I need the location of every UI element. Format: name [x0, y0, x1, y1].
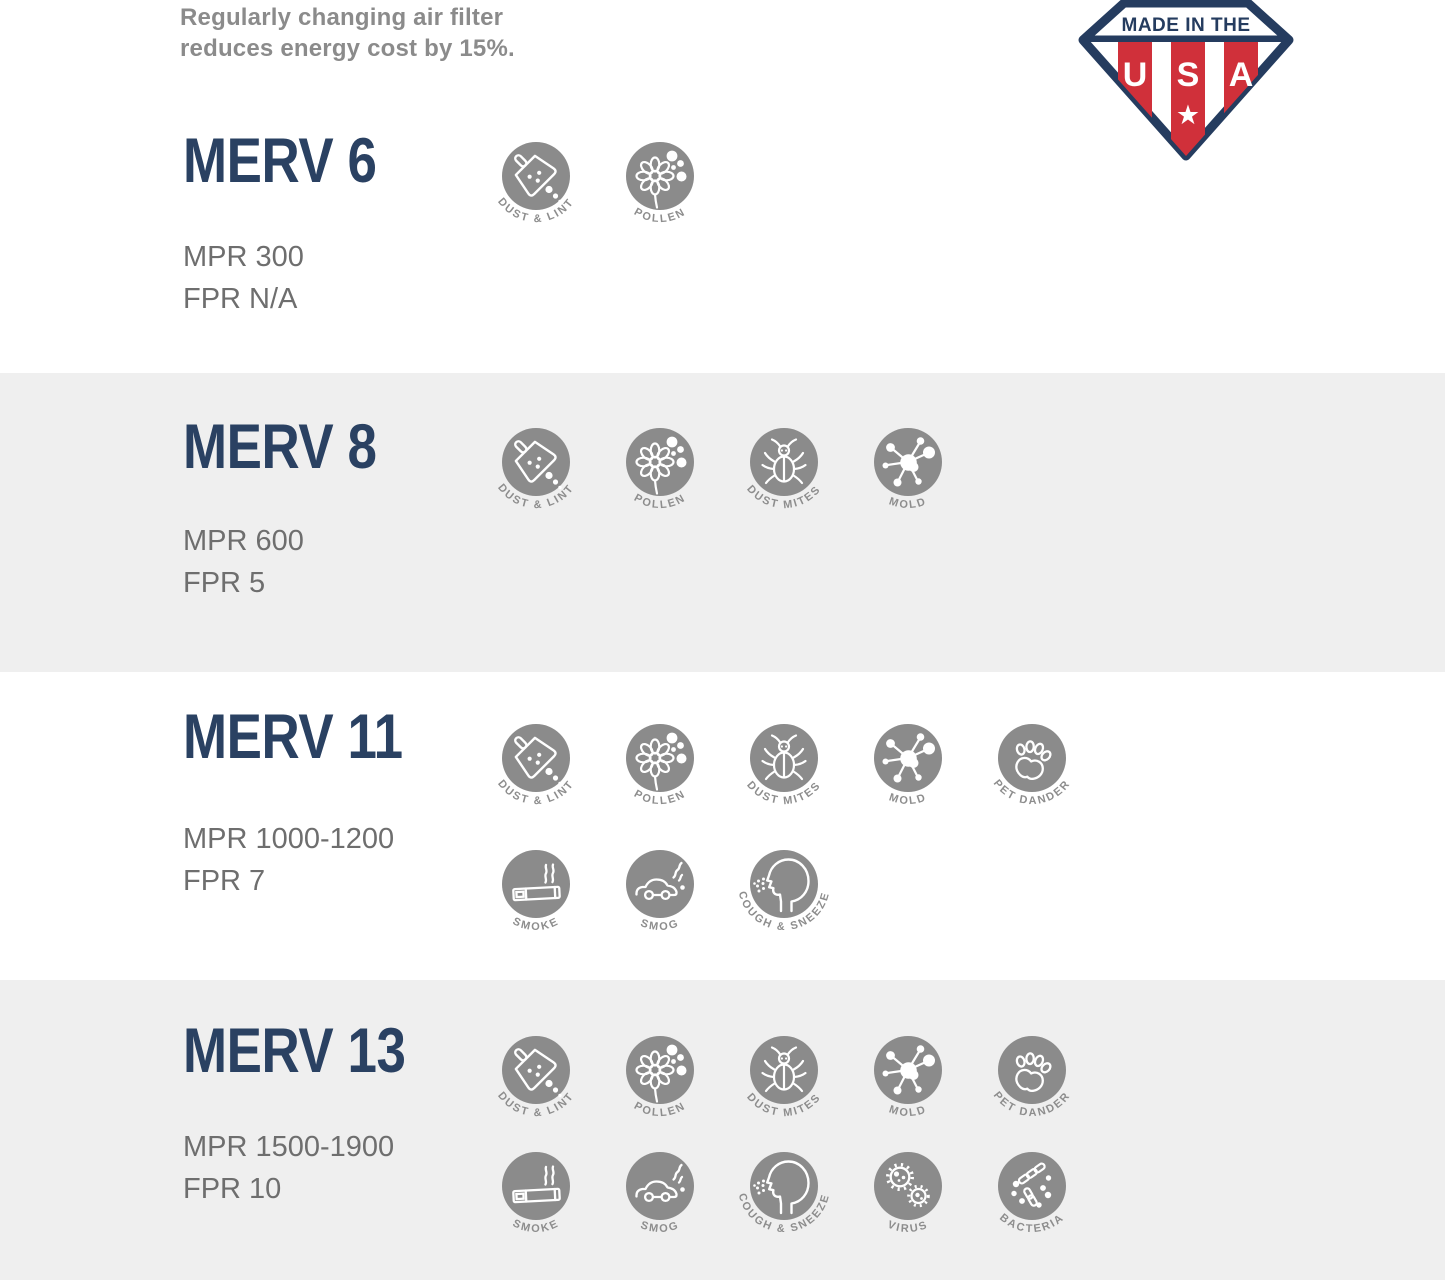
merv-6-title: MERV 6: [183, 126, 377, 196]
merv-13-mpr: MPR 1500-1900: [183, 1131, 395, 1163]
mold-icon: MOLD: [874, 428, 942, 511]
merv-11-title: MERV 11: [183, 702, 403, 772]
badge-star-icon: ★: [1176, 100, 1200, 130]
energy-note-line1: Regularly changing air filter: [180, 4, 504, 31]
merv-8-title: MERV 8: [183, 412, 377, 482]
pet-dander-icon: PET DANDER: [991, 724, 1071, 807]
section-bg-merv-8: [0, 373, 1445, 672]
icon-pollen: POLLEN: [592, 422, 728, 530]
section-bg-merv-13: [0, 980, 1445, 1280]
smog-icon: SMOG: [626, 1152, 694, 1235]
icon-dust-mites: DUST MITES: [716, 422, 852, 530]
svg-text:MOLD: MOLD: [887, 791, 928, 807]
dust-lint-icon: DUST & LINT: [495, 142, 575, 225]
dust-mites-icon: DUST MITES: [744, 724, 822, 807]
badge-letter-s: S: [1177, 56, 1200, 94]
icon-pollen: POLLEN: [592, 718, 728, 826]
icon-virus: VIRUS: [840, 1146, 976, 1254]
merv-6-mpr: MPR 300: [183, 241, 304, 273]
mold-icon: MOLD: [874, 1036, 942, 1119]
icon-mold: MOLD: [840, 718, 976, 826]
svg-text:MOLD: MOLD: [887, 1103, 928, 1119]
icon-pet-dander: PET DANDER: [964, 718, 1100, 826]
dust-mites-icon: DUST MITES: [744, 428, 822, 511]
virus-icon: VIRUS: [874, 1152, 942, 1235]
badge-star-stripe-letter-a: A: [1229, 56, 1254, 94]
icon-smoke: SMOKE: [468, 844, 604, 952]
pollen-icon: POLLEN: [626, 428, 694, 511]
icon-pollen: POLLEN: [592, 136, 728, 244]
bacteria-icon: BACTERIA: [997, 1152, 1066, 1235]
icon-smog: SMOG: [592, 1146, 728, 1254]
merv-8-ratings: MPR 600 FPR 5: [183, 520, 304, 604]
merv-6-ratings: MPR 300 FPR N/A: [183, 236, 304, 320]
merv-11-ratings: MPR 1000-1200 FPR 7: [183, 818, 394, 902]
pollen-icon: POLLEN: [626, 724, 694, 807]
svg-text:VIRUS: VIRUS: [886, 1219, 930, 1235]
merv-8-fpr: FPR 5: [183, 567, 266, 599]
icon-mold: MOLD: [840, 422, 976, 530]
pollen-icon: POLLEN: [626, 1036, 694, 1119]
smoke-icon: SMOKE: [502, 1152, 570, 1235]
smoke-icon: SMOKE: [502, 850, 570, 933]
icon-dust-lint: DUST & LINT: [468, 1030, 604, 1138]
svg-text:SMOG: SMOG: [639, 917, 681, 933]
svg-text:MOLD: MOLD: [887, 495, 928, 511]
icon-pet-dander: PET DANDER: [964, 1030, 1100, 1138]
dust-lint-icon: DUST & LINT: [495, 724, 575, 807]
merv-13-ratings: MPR 1500-1900 FPR 10: [183, 1126, 394, 1210]
smog-icon: SMOG: [626, 850, 694, 933]
dust-lint-icon: DUST & LINT: [495, 428, 575, 511]
icon-dust-mites: DUST MITES: [716, 718, 852, 826]
icon-pollen: POLLEN: [592, 1030, 728, 1138]
merv-8-mpr: MPR 600: [183, 525, 304, 557]
icon-dust-mites: DUST MITES: [716, 1030, 852, 1138]
mold-icon: MOLD: [874, 724, 942, 807]
cough-sneeze-icon: COUGH & SNEEZE: [736, 850, 830, 933]
svg-text:SMOKE: SMOKE: [511, 1217, 562, 1235]
icon-dust-lint: DUST & LINT: [468, 136, 604, 244]
pet-dander-icon: PET DANDER: [991, 1036, 1071, 1119]
pollen-icon: POLLEN: [626, 142, 694, 225]
svg-text:SMOG: SMOG: [639, 1219, 681, 1235]
cough-sneeze-icon: COUGH & SNEEZE: [736, 1152, 830, 1235]
energy-note: Regularly changing air filter reduces en…: [180, 2, 515, 64]
merv-13-title: MERV 13: [183, 1016, 406, 1086]
merv-11-mpr: MPR 1000-1200: [183, 823, 395, 855]
merv-11-fpr: FPR 7: [183, 865, 266, 897]
made-in-usa-badge: MADE IN THE U S A ★: [1078, 0, 1294, 161]
icon-dust-lint: DUST & LINT: [468, 422, 604, 530]
dust-mites-icon: DUST MITES: [744, 1036, 822, 1119]
badge-top-text: MADE IN THE: [1122, 15, 1251, 36]
merv-6-fpr: FPR N/A: [183, 283, 298, 315]
svg-text:SMOKE: SMOKE: [511, 915, 562, 933]
icon-cough-sneeze: COUGH & SNEEZE: [716, 1146, 852, 1254]
icon-smog: SMOG: [592, 844, 728, 952]
merv-13-fpr: FPR 10: [183, 1173, 282, 1205]
badge-letter-u: U: [1123, 56, 1148, 94]
icon-smoke: SMOKE: [468, 1146, 604, 1254]
dust-lint-icon: DUST & LINT: [495, 1036, 575, 1119]
energy-note-line2: reduces energy cost by 15%.: [180, 35, 515, 62]
icon-bacteria: BACTERIA: [964, 1146, 1100, 1254]
icon-mold: MOLD: [840, 1030, 976, 1138]
icon-dust-lint: DUST & LINT: [468, 718, 604, 826]
icon-cough-sneeze: COUGH & SNEEZE: [716, 844, 852, 952]
